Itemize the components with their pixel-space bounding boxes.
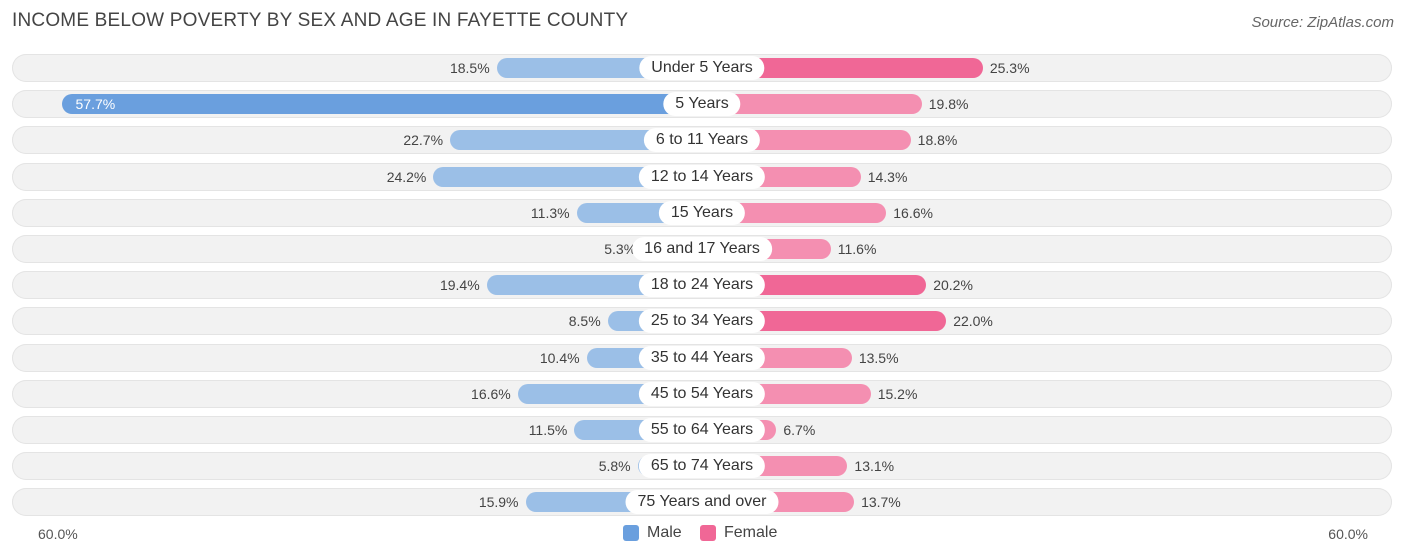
value-label-female: 19.8%: [928, 96, 969, 112]
category-label: 65 to 74 Years: [638, 454, 766, 478]
value-label-female: 6.7%: [783, 422, 816, 438]
bar-female: [702, 203, 887, 223]
bar-male: [433, 167, 702, 187]
value-label-male: 24.2%: [386, 169, 427, 185]
legend-item-female: Female: [700, 524, 777, 542]
value-label-female: 16.6%: [893, 205, 933, 221]
bar-female: [702, 58, 983, 78]
value-label-male: 11.5%: [528, 422, 568, 438]
category-label: 5 Years: [663, 92, 741, 116]
value-label-male: 10.4%: [539, 350, 580, 366]
value-label-female: 13.1%: [854, 458, 895, 474]
bar-male: [61, 94, 702, 114]
value-label-female: 15.2%: [877, 386, 918, 402]
axis-label-right: 60.0%: [1328, 526, 1368, 542]
value-label-female: 13.5%: [858, 350, 899, 366]
value-label-male: 15.9%: [478, 494, 519, 510]
category-label: 18 to 24 Years: [638, 273, 766, 297]
value-label-male: 57.7%: [75, 96, 116, 112]
legend-label-female: Female: [724, 524, 778, 541]
value-label-male: 16.6%: [471, 386, 511, 402]
category-label: 45 to 54 Years: [638, 382, 766, 406]
category-label: 25 to 34 Years: [638, 309, 766, 333]
legend-swatch-male: [623, 525, 639, 541]
value-label-male: 5.8%: [598, 458, 631, 474]
category-label: 15 Years: [658, 201, 746, 225]
value-label-female: 13.7%: [861, 494, 901, 510]
value-label-female: 22.0%: [953, 313, 993, 329]
category-label: 12 to 14 Years: [638, 165, 766, 189]
source-label: Source: ZipAtlas.com: [1251, 14, 1394, 31]
legend-item-male: Male: [623, 524, 682, 542]
category-label: 75 Years and over: [625, 490, 779, 514]
category-label: 55 to 64 Years: [638, 418, 766, 442]
value-label-male: 19.4%: [439, 277, 480, 293]
legend-label-male: Male: [647, 524, 682, 541]
legend: Male Female: [0, 524, 1406, 546]
bar-male: [450, 130, 702, 150]
value-label-male: 11.3%: [530, 205, 570, 221]
category-label: 16 and 17 Years: [632, 237, 772, 261]
value-label-male: 5.3%: [604, 241, 637, 257]
value-label-male: 22.7%: [403, 132, 444, 148]
value-label-female: 25.3%: [989, 60, 1030, 76]
bar-female: [702, 94, 922, 114]
value-label-female: 11.6%: [837, 241, 877, 257]
axis-label-left: 60.0%: [38, 526, 78, 542]
category-label: 6 to 11 Years: [643, 128, 761, 152]
value-label-female: 18.8%: [917, 132, 958, 148]
legend-swatch-female: [700, 525, 716, 541]
category-label: 35 to 44 Years: [638, 346, 766, 370]
value-label-male: 18.5%: [449, 60, 490, 76]
value-label-female: 20.2%: [933, 277, 973, 293]
category-label: Under 5 Years: [639, 56, 765, 80]
value-label-male: 8.5%: [568, 313, 601, 329]
value-label-female: 14.3%: [867, 169, 908, 185]
page-title: INCOME BELOW POVERTY BY SEX AND AGE IN F…: [12, 10, 629, 31]
